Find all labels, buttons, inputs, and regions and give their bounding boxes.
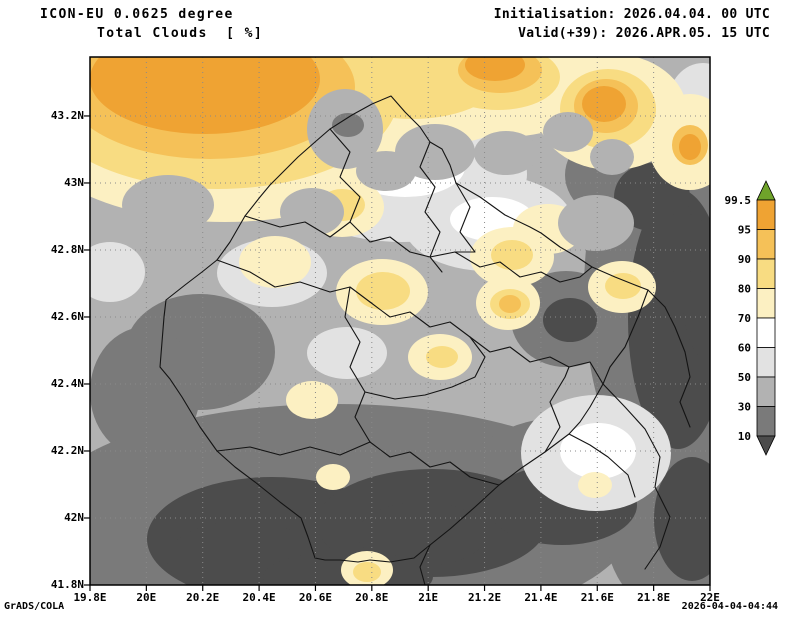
init-time-label: Initialisation: 2026.04.04. 00 UTC bbox=[493, 7, 770, 22]
creation-timestamp: 2026-04-04-04:44 bbox=[681, 601, 778, 612]
colorbar-band bbox=[756, 199, 776, 230]
colorbar-tick-label: 95 bbox=[738, 224, 751, 237]
y-axis-tick-label: 43.2N bbox=[50, 108, 84, 122]
colorbar-tick-label: 70 bbox=[738, 312, 751, 325]
colorbar-tick-label: 99.5 bbox=[725, 194, 752, 207]
grads-credit: GrADS/COLA bbox=[4, 601, 65, 612]
kosovo-outer-border bbox=[159, 95, 649, 563]
colorbar-band bbox=[756, 376, 776, 407]
colorbar: 99.5 95 90 80 70 60 50 30 10 bbox=[725, 180, 776, 456]
x-axis-tick-label: 20.6E bbox=[298, 591, 333, 604]
x-axis-tick-label: 20.8E bbox=[355, 591, 389, 604]
y-axis-tick-label: 43N bbox=[64, 175, 84, 189]
valid-time-label: Valid(+39): 2026.APR.05. 15 UTC bbox=[518, 26, 770, 41]
x-axis-tick-label: 19.8E bbox=[73, 591, 107, 604]
x-axis-tick-label: 22E bbox=[700, 591, 720, 604]
x-axis-tick-label: 20.4E bbox=[242, 591, 276, 604]
colorbar-band bbox=[756, 317, 776, 348]
y-axis-tick-label: 42.8N bbox=[50, 242, 84, 256]
colorbar-bottom-arrow bbox=[756, 435, 776, 456]
colorbar-tick-label: 90 bbox=[738, 253, 751, 266]
colorbar-top-arrow bbox=[756, 180, 776, 201]
model-title: ICON-EU 0.0625 degree bbox=[40, 7, 234, 22]
x-axis-tick-label: 21.2E bbox=[467, 591, 502, 604]
map-plot bbox=[84, 56, 711, 591]
variable-title: Total Clouds [ %] bbox=[97, 26, 264, 41]
x-axis-tick-label: 21E bbox=[418, 591, 439, 604]
municipality-borders bbox=[216, 128, 604, 486]
colorbar-band bbox=[756, 406, 776, 437]
axis-ticks bbox=[84, 115, 711, 591]
colorbar-tick-label: 10 bbox=[738, 430, 751, 443]
colorbar-band bbox=[756, 347, 776, 378]
y-axis-tick-label: 42.2N bbox=[50, 443, 84, 457]
x-axis-tick-label: 20E bbox=[136, 591, 157, 604]
x-axis-tick-label: 21.6E bbox=[580, 591, 614, 604]
y-axis-tick-label: 42.4N bbox=[50, 376, 84, 390]
colorbar-tick-label: 60 bbox=[738, 342, 751, 355]
colorbar-tick-label: 50 bbox=[738, 371, 751, 384]
map-frame bbox=[89, 56, 711, 586]
colorbar-tick-label: 30 bbox=[738, 401, 751, 414]
y-axis-tick-label: 42.6N bbox=[50, 309, 84, 323]
district-boundaries bbox=[159, 95, 691, 585]
x-axis-tick-label: 20.2E bbox=[186, 591, 220, 604]
colorbar-band bbox=[756, 258, 776, 289]
colorbar-band bbox=[756, 229, 776, 260]
cloud-fill-contours bbox=[90, 57, 710, 585]
colorbar-band bbox=[756, 288, 776, 319]
grid-lines bbox=[90, 57, 710, 585]
colorbar-tick-label: 80 bbox=[738, 283, 751, 296]
x-axis-tick-label: 21.4E bbox=[524, 591, 558, 604]
x-axis-tick-label: 21.8E bbox=[637, 591, 671, 604]
external-borders bbox=[419, 289, 691, 585]
y-axis-tick-label: 42N bbox=[64, 510, 84, 524]
y-axis-tick-label: 41.8N bbox=[50, 578, 84, 591]
